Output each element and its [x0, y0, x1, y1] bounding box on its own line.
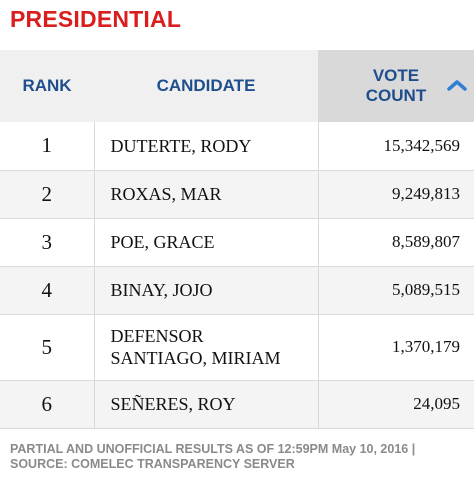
candidate-name-line1: DEFENSOR — [110, 326, 204, 346]
candidate-cell: DEFENSOR SANTIAGO, MIRIAM — [94, 314, 319, 381]
page-title: PRESIDENTIAL — [10, 6, 182, 32]
candidate-cell: ROXAS, MAR — [94, 170, 319, 219]
candidate-name-line1: ROXAS, MAR — [110, 184, 222, 204]
table-row: 1 DUTERTE, RODY 15,342,569 — [0, 122, 474, 171]
rank-cell: 4 — [0, 266, 95, 315]
candidate-header-label: CANDIDATE — [156, 76, 256, 95]
rank-header-label: RANK — [22, 76, 72, 95]
candidate-name-line1: POE, GRACE — [110, 232, 215, 252]
rank-cell: 2 — [0, 170, 95, 219]
rank-cell: 1 — [0, 122, 95, 171]
candidate-cell: SEÑERES, ROY — [94, 380, 319, 429]
table-row: 4 BINAY, JOJO 5,089,515 — [0, 266, 474, 315]
vote-header-label-line1: VOTE — [372, 66, 420, 85]
candidate-name-line1: BINAY, JOJO — [110, 280, 213, 300]
vote-count-cell: 9,249,813 — [318, 170, 474, 219]
candidate-cell: BINAY, JOJO — [94, 266, 319, 315]
table-row: 2 ROXAS, MAR 9,249,813 — [0, 170, 474, 219]
candidate-cell: POE, GRACE — [94, 218, 319, 267]
results-footnote: PARTIAL AND UNOFFICIAL RESULTS AS OF 12:… — [10, 442, 415, 472]
vote-count-cell: 15,342,569 — [318, 122, 474, 171]
rank-cell: 5 — [0, 314, 95, 381]
candidate-name-line2: SANTIAGO, MIRIAM — [110, 348, 281, 368]
vote-header-label-line2: COUNT — [365, 86, 427, 105]
table-header-row: RANK CANDIDATE VOTE COUNT — [0, 50, 474, 122]
rank-cell: 6 — [0, 380, 95, 429]
vote-count-cell: 8,589,807 — [318, 218, 474, 267]
table-row: 3 POE, GRACE 8,589,807 — [0, 218, 474, 267]
candidate-cell: DUTERTE, RODY — [94, 122, 319, 171]
rank-column-header[interactable]: RANK — [0, 50, 94, 122]
results-table: RANK CANDIDATE VOTE COUNT 1 DUTERTE, RODY… — [0, 50, 474, 429]
candidate-column-header[interactable]: CANDIDATE — [94, 50, 318, 122]
candidate-name-line1: SEÑERES, ROY — [110, 394, 236, 414]
footnote-source: SOURCE: COMELEC TRANSPARENCY SERVER — [10, 457, 295, 471]
footnote-partial-results: PARTIAL AND UNOFFICIAL RESULTS AS OF 12:… — [10, 442, 416, 456]
table-row: 5 DEFENSOR SANTIAGO, MIRIAM 1,370,179 — [0, 314, 474, 381]
rank-cell: 3 — [0, 218, 95, 267]
candidate-name-line1: DUTERTE, RODY — [110, 135, 252, 156]
vote-count-cell: 1,370,179 — [318, 314, 474, 381]
table-row: 6 SEÑERES, ROY 24,095 — [0, 380, 474, 429]
vote-count-cell: 24,095 — [318, 380, 474, 429]
chevron-up-icon[interactable] — [446, 78, 468, 92]
vote-count-cell: 5,089,515 — [318, 266, 474, 315]
vote-count-column-header[interactable]: VOTE COUNT — [318, 50, 474, 122]
